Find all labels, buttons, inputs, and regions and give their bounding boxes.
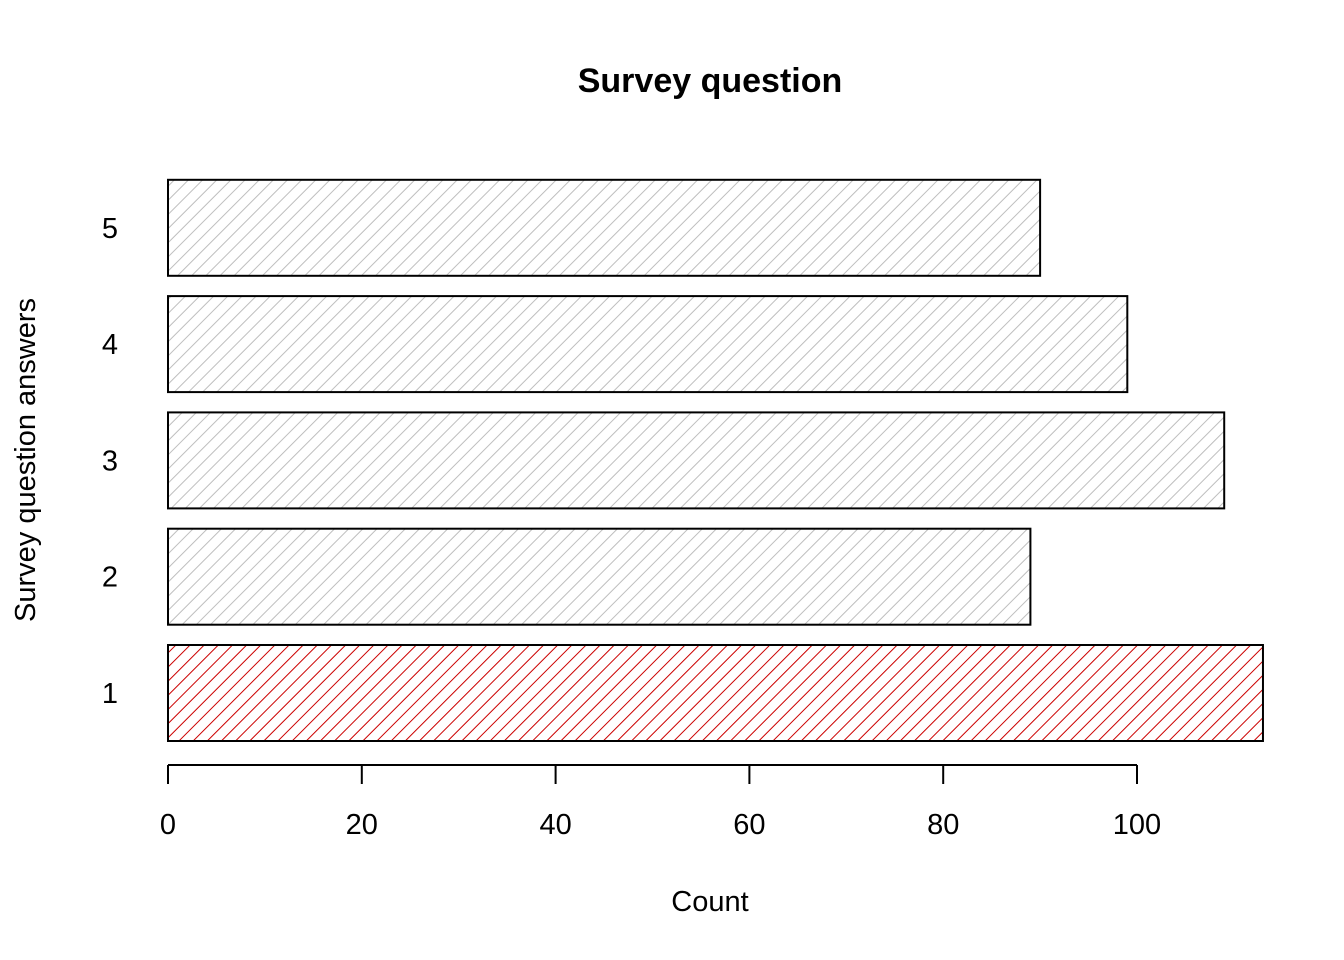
- x-tick-label-80: 80: [927, 809, 959, 841]
- bar-4: [167, 295, 1129, 394]
- bar-2: [167, 527, 1032, 626]
- x-tick-label-40: 40: [539, 809, 571, 841]
- x-tick-label-100: 100: [1113, 809, 1161, 841]
- chart-title: Survey question: [578, 62, 843, 100]
- y-tick-labels: 1 2 3 4 5: [102, 213, 118, 710]
- y-tick-label-4: 4: [102, 329, 118, 361]
- bar-3: [167, 411, 1226, 510]
- x-axis-label: Count: [671, 886, 748, 918]
- bars-group: [167, 178, 1264, 742]
- bar-5: [167, 178, 1042, 277]
- x-tick-label-0: 0: [160, 809, 176, 841]
- y-tick-label-3: 3: [102, 445, 118, 477]
- y-tick-label-5: 5: [102, 213, 118, 245]
- bar-1: [167, 644, 1264, 742]
- y-axis-label: Survey question answers: [10, 298, 42, 622]
- x-axis: 0 20 40 60 80 100: [160, 764, 1161, 841]
- x-tick-label-60: 60: [733, 809, 765, 841]
- y-tick-label-1: 1: [102, 678, 118, 710]
- y-tick-label-2: 2: [102, 562, 118, 594]
- x-tick-label-20: 20: [346, 809, 378, 841]
